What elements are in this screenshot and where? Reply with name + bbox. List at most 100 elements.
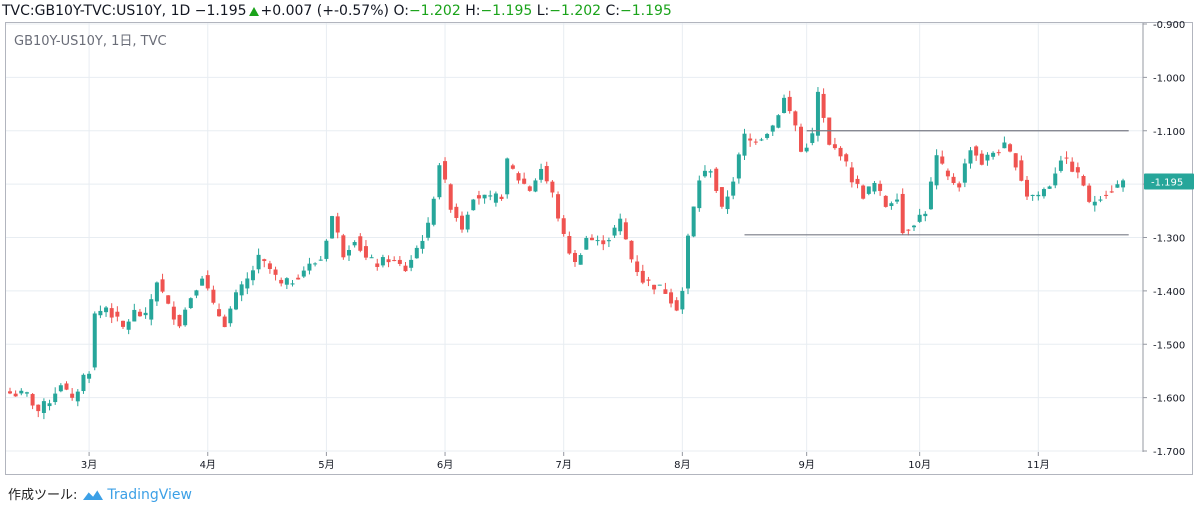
candle-body <box>940 156 945 164</box>
candle-body <box>352 242 357 246</box>
candle-body <box>815 91 820 136</box>
candle-body <box>211 289 216 303</box>
candle-body <box>895 199 900 202</box>
candle-body <box>234 292 238 310</box>
low-value: −1.202 <box>549 3 602 19</box>
candle-body <box>36 404 41 412</box>
candle-body <box>719 187 724 207</box>
candle-body <box>510 165 515 169</box>
candle-body <box>1013 153 1018 168</box>
candle-body <box>1115 184 1120 188</box>
candle-body <box>714 168 719 191</box>
candle-body <box>335 216 340 233</box>
candle-body <box>686 235 690 289</box>
x-tick-label: 7月 <box>556 459 572 471</box>
candle-body <box>471 199 476 211</box>
candle-body <box>674 300 679 311</box>
candle-body <box>132 309 137 322</box>
candle-body <box>386 259 391 263</box>
candle-body <box>41 401 46 413</box>
candle-body <box>166 295 171 304</box>
candle-body <box>403 265 408 272</box>
candle-body <box>1025 179 1029 197</box>
candle-body <box>1104 194 1109 196</box>
candle-body <box>426 222 431 238</box>
candle-body <box>256 254 261 270</box>
y-tick-label: -1.300 <box>1153 234 1185 245</box>
candle-body <box>663 289 668 294</box>
y-tick-label: -1.000 <box>1153 73 1185 84</box>
open-label: O: <box>393 3 409 19</box>
candle-body <box>550 181 555 193</box>
candle-body <box>838 147 843 157</box>
candle-body <box>24 392 29 394</box>
symbol-name[interactable]: TVC:GB10Y-TVC:US10Y, 1D <box>2 3 191 19</box>
candle-body <box>307 263 312 271</box>
candle-body <box>1053 173 1058 186</box>
y-tick-label: -1.400 <box>1153 287 1185 298</box>
x-tick-label: 4月 <box>200 459 216 471</box>
candle-body <box>731 181 736 196</box>
candle-body <box>589 237 594 241</box>
candle-body <box>810 133 815 143</box>
candle-body <box>516 173 521 181</box>
candle-body <box>578 255 583 265</box>
candle-body <box>476 195 481 199</box>
candle-body <box>861 185 866 199</box>
candle-body <box>776 115 781 128</box>
candle-body <box>1058 160 1063 171</box>
candle-body <box>832 144 837 149</box>
candle-body <box>646 279 651 281</box>
candle-body <box>1041 189 1046 197</box>
candle-body <box>92 313 97 368</box>
candle-body <box>951 176 956 183</box>
candle-body <box>708 171 713 173</box>
candle-body <box>787 96 792 112</box>
candle-body <box>866 186 871 194</box>
candle-body <box>493 193 498 203</box>
candle-body <box>742 133 747 156</box>
candle-body <box>30 394 35 406</box>
candle-body <box>217 309 222 317</box>
candle-body <box>284 278 289 285</box>
candle-body <box>996 152 1001 154</box>
candle-body <box>200 278 205 286</box>
candle-body <box>375 263 380 267</box>
x-tick-label: 9月 <box>798 459 814 471</box>
candle-body <box>923 213 928 217</box>
candle-body <box>928 181 933 210</box>
candle-body <box>821 93 826 118</box>
x-tick-label: 10月 <box>908 459 931 471</box>
candle-body <box>64 383 69 390</box>
candle-body <box>347 250 351 256</box>
last-price: −1.195 <box>194 3 247 19</box>
x-tick-label: 5月 <box>318 459 334 471</box>
chart-pane[interactable] <box>5 22 1193 475</box>
candle-body <box>222 316 227 328</box>
symbol-header: TVC:GB10Y-TVC:US10Y, 1D −1.195 +0.007 (+-… <box>2 0 672 22</box>
candle-body <box>414 247 419 259</box>
candle-body <box>782 97 787 113</box>
candle-body <box>488 195 493 197</box>
candle-body <box>273 269 278 275</box>
candle-body <box>974 146 979 156</box>
tradingview-link[interactable]: TradingView <box>107 487 192 503</box>
price-chart[interactable]: -0.900-1.000-1.100-1.200-1.300-1.400-1.5… <box>0 0 1200 480</box>
candle-body <box>296 277 301 280</box>
candle-body <box>183 309 188 326</box>
last-price-tag-label: -1.195 <box>1151 177 1183 188</box>
y-tick-label: -0.900 <box>1153 20 1185 31</box>
x-tick-label: 11月 <box>1027 459 1050 471</box>
y-tick-label: -1.500 <box>1153 340 1185 351</box>
candle-body <box>595 240 600 242</box>
candle-body <box>945 170 950 177</box>
x-tick-label: 6月 <box>437 459 453 471</box>
candle-body <box>669 292 674 304</box>
candle-body <box>770 125 775 132</box>
candle-body <box>70 393 75 398</box>
candle-body <box>1109 191 1114 193</box>
candle-body <box>47 403 52 407</box>
candle-body <box>736 154 741 179</box>
candle-body <box>556 194 561 219</box>
candle-body <box>872 182 877 192</box>
